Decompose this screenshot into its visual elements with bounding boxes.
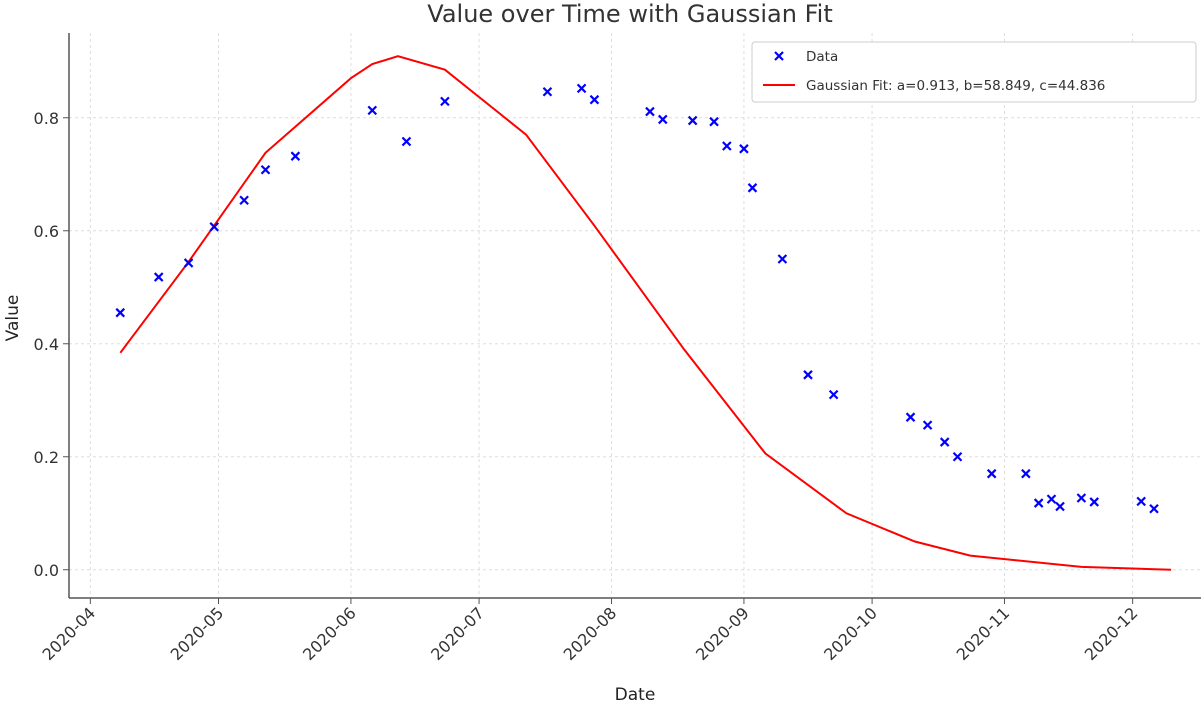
x-tick-label: 2020-09: [692, 603, 753, 664]
data-point: [687, 115, 698, 126]
data-point: [709, 116, 719, 127]
data-point: [440, 96, 450, 107]
data-point: [1033, 498, 1044, 508]
legend-x-marker: [774, 51, 784, 61]
x-tick-label: 2020-06: [299, 603, 360, 664]
data-points: [115, 83, 1159, 514]
y-axis-ticks: 0.0 0.2 0.4 0.6 0.8: [34, 109, 69, 580]
y-axis-label: Value: [3, 295, 23, 342]
data-point: [803, 370, 813, 380]
data-point: [260, 164, 271, 175]
data-point: [1046, 494, 1057, 504]
grid: [69, 33, 1201, 598]
data-point: [367, 105, 378, 116]
y-tick-label: 0.6: [34, 222, 59, 241]
x-tick-label: 2020-10: [820, 603, 881, 664]
x-tick-label: 2020-12: [1081, 603, 1142, 664]
data-point: [657, 114, 668, 125]
data-point: [722, 141, 732, 151]
data-point: [645, 106, 655, 117]
legend-data-label: Data: [806, 49, 838, 65]
data-point: [401, 136, 412, 147]
data-point: [589, 94, 600, 105]
data-point: [153, 272, 164, 282]
data-point: [209, 222, 220, 232]
data-point: [1136, 496, 1146, 507]
legend: Data Gaussian Fit: a=0.913, b=58.849, c=…: [751, 41, 1197, 103]
x-tick-label: 2020-05: [167, 603, 228, 664]
data-point: [952, 451, 963, 462]
x-axis-ticks: 2020-04 2020-05 2020-06 2020-07 2020-08 2020-…: [38, 598, 1141, 664]
data-point: [986, 468, 997, 479]
y-tick-label: 0.2: [34, 448, 59, 467]
data-point: [542, 86, 553, 97]
data-point: [290, 151, 301, 161]
x-tick-label: 2020-04: [38, 603, 99, 664]
data-point: [747, 183, 758, 193]
x-tick-label: 2020-11: [953, 603, 1014, 664]
data-point: [828, 389, 839, 400]
data-point: [922, 420, 933, 430]
legend-data-marker: [774, 51, 784, 61]
data-point: [1021, 468, 1031, 479]
chart-title: Value over Time with Gaussian Fit: [427, 0, 832, 28]
legend-box: [751, 41, 1197, 103]
data-point: [115, 307, 126, 318]
data-point: [576, 83, 587, 94]
x-tick-label: 2020-07: [427, 603, 488, 664]
data-point: [939, 437, 950, 447]
x-tick-label: 2020-08: [560, 603, 621, 664]
data-point: [1076, 493, 1087, 503]
fit-line-group: [119, 55, 1172, 571]
y-tick-label: 0.4: [34, 335, 59, 354]
y-tick-label: 0.0: [34, 561, 59, 580]
gaussian-fit-line: [119, 55, 1172, 571]
data-point: [1055, 501, 1065, 512]
data-point: [1149, 503, 1159, 514]
axes: [68, 33, 1201, 599]
data-point: [739, 144, 749, 154]
data-point: [905, 412, 916, 422]
legend-fit-label: Gaussian Fit: a=0.913, b=58.849, c=44.83…: [806, 78, 1105, 94]
y-tick-label: 0.8: [34, 109, 59, 128]
data-point: [183, 258, 194, 268]
x-axis-label: Date: [615, 685, 656, 705]
data-point: [1089, 497, 1099, 507]
data-point: [777, 254, 788, 264]
data-point: [239, 195, 249, 206]
